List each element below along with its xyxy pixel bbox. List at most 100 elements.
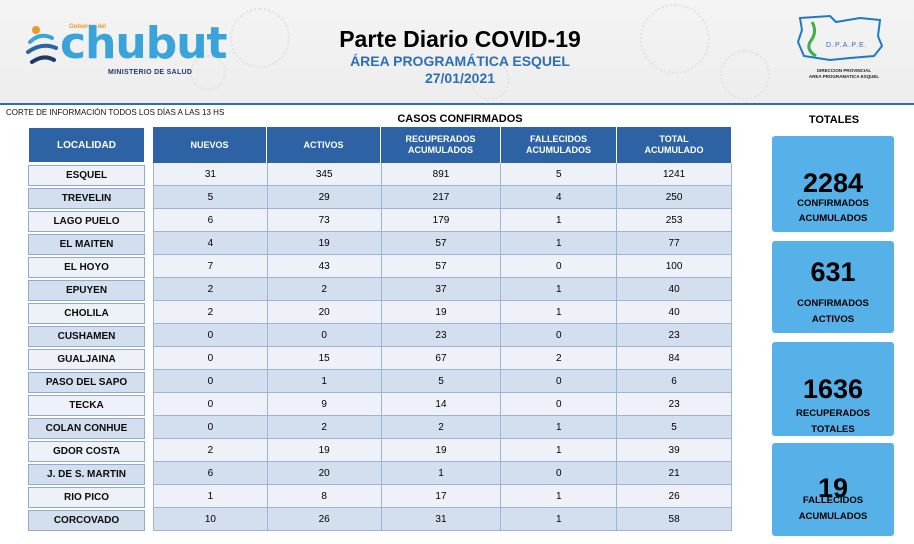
dpape-caption-1: DIRECCION PROVINCIAL [816,68,872,73]
table-cell: 2 [501,347,618,369]
virus-decoration [720,50,770,100]
table-cell: 100 [617,255,732,277]
table-cell: 58 [617,508,732,530]
table-cell: 0 [154,370,268,392]
table-row: 1 8 17 1 26 [154,485,732,508]
table-cell: 8 [268,485,382,507]
table-cell: 5 [154,186,268,208]
total-label-2: ACUMULADOS [798,511,868,522]
table-cell: 67 [382,347,502,369]
chubut-logo: Gobierno del chubut MINISTERIO DE SALUD [26,16,228,82]
virus-decoration [190,55,226,91]
locality-cell: EL MAITEN [28,234,145,255]
cutoff-note: CORTE DE INFORMACIÓN TODOS LOS DÍAS A LA… [6,108,225,117]
table-cell: 43 [268,255,382,277]
table-row: 2 2 37 1 40 [154,278,732,301]
table-row: 7 43 57 0 100 [154,255,732,278]
column-header: NUEVOS [153,127,267,163]
total-label-1: RECUPERADOS [796,408,870,419]
table-cell: 57 [382,232,502,254]
table-cell: 73 [268,209,382,231]
table-cell: 4 [501,186,618,208]
locality-cell: LAGO PUELO [28,211,145,232]
locality-cell: TECKA [28,395,145,416]
locality-cell: J. DE S. MARTIN [28,464,145,485]
table-cell: 0 [501,462,618,484]
locality-cell: ESQUEL [28,165,145,186]
table-row: 2 19 19 1 39 [154,439,732,462]
locality-cell: GDOR COSTA [28,441,145,462]
table-cell: 0 [154,393,268,415]
table-cell: 1241 [617,163,732,185]
table-cell: 1 [501,278,618,300]
table-row: 6 20 1 0 21 [154,462,732,485]
total-label-1: CONFIRMADOS [797,198,869,209]
table-cell: 1 [501,439,618,461]
totals-title: TOTALES [808,114,860,126]
total-box-recovered: 1636 RECUPERADOS TOTALES [772,342,894,436]
table-cell: 5 [501,163,618,185]
table-header-row: NUEVOS ACTIVOS RECUPERADOS ACUMULADOS FALLE… [153,127,732,163]
table-cell: 1 [501,485,618,507]
total-value: 19 [817,473,849,503]
table-cell: 5 [617,416,732,438]
total-value: 2284 [802,168,864,198]
table-row: 31 345 891 5 1241 [154,163,732,186]
table-cell: 10 [154,508,268,530]
table-cell: 0 [501,324,618,346]
table-cell: 2 [268,278,382,300]
report-date: 27/01/2021 [424,70,496,86]
table-row: 2 20 19 1 40 [154,301,732,324]
table-cell: 19 [382,439,502,461]
total-label-2: ACUMULADOS [798,213,868,224]
table-cell: 17 [382,485,502,507]
page-title: Parte Diario COVID-19 [339,26,581,52]
table-cell: 23 [617,393,732,415]
locality-cell: TREVELIN [28,188,145,209]
table-cell: 2 [154,301,268,323]
table-row: 5 29 217 4 250 [154,186,732,209]
table-cell: 2 [268,416,382,438]
table-row: 0 0 23 0 23 [154,324,732,347]
table-cell: 9 [268,393,382,415]
table-cell: 4 [154,232,268,254]
table-cell: 6 [617,370,732,392]
column-header: RECUPERADOS ACUMULADOS [381,127,501,163]
table-cell: 23 [382,324,502,346]
dpape-map-icon [796,14,884,62]
table-cell: 2 [154,439,268,461]
table-cell: 6 [154,209,268,231]
virus-decoration [230,8,290,68]
total-box-active: 631 CONFIRMADOS ACTIVOS [772,241,894,333]
locality-cell: COLAN CONHUE [28,418,145,439]
column-header: FALLECIDOS ACUMULADOS [501,127,617,163]
table-cell: 1 [501,416,618,438]
chubut-logo-mark-icon [26,26,58,64]
locality-cell: CORCOVADO [28,510,145,531]
table-cell: 1 [268,370,382,392]
table-cell: 0 [154,416,268,438]
locality-cell: EPUYEN [28,280,145,301]
logo-subtitle: MINISTERIO DE SALUD [108,69,193,76]
table-cell: 26 [617,485,732,507]
table-cell: 250 [617,186,732,208]
table-body: 31 345 891 5 1241 5 29 217 4 250 6 73 179 1 253 4 19 57 1 7… [153,163,732,531]
virus-decoration [640,4,710,74]
table-cell: 26 [268,508,382,530]
total-box-deceased: 19 FALLECIDOS ACUMULADOS [772,443,894,536]
column-header: TOTAL ACUMULADO [617,127,732,163]
table-cell: 2 [154,278,268,300]
table-cell: 0 [501,393,618,415]
total-box-confirmed: 2284 CONFIRMADOS ACUMULADOS [772,136,894,232]
dpape-logo: D.P.A.P.E. DIRECCION PROVINCIAL AREA PRO… [786,12,886,82]
total-value: 1636 [802,374,864,404]
total-value: 631 [810,257,856,287]
locality-cell: CUSHAMEN [28,326,145,347]
locality-cell: PASO DEL SAPO [28,372,145,393]
dpape-logo-text: D.P.A.P.E. [826,42,868,49]
table-cell: 0 [501,370,618,392]
locality-header: LOCALIDAD [28,127,145,163]
table-title: CASOS CONFIRMADOS [397,113,523,125]
locality-cell: CHOLILA [28,303,145,324]
